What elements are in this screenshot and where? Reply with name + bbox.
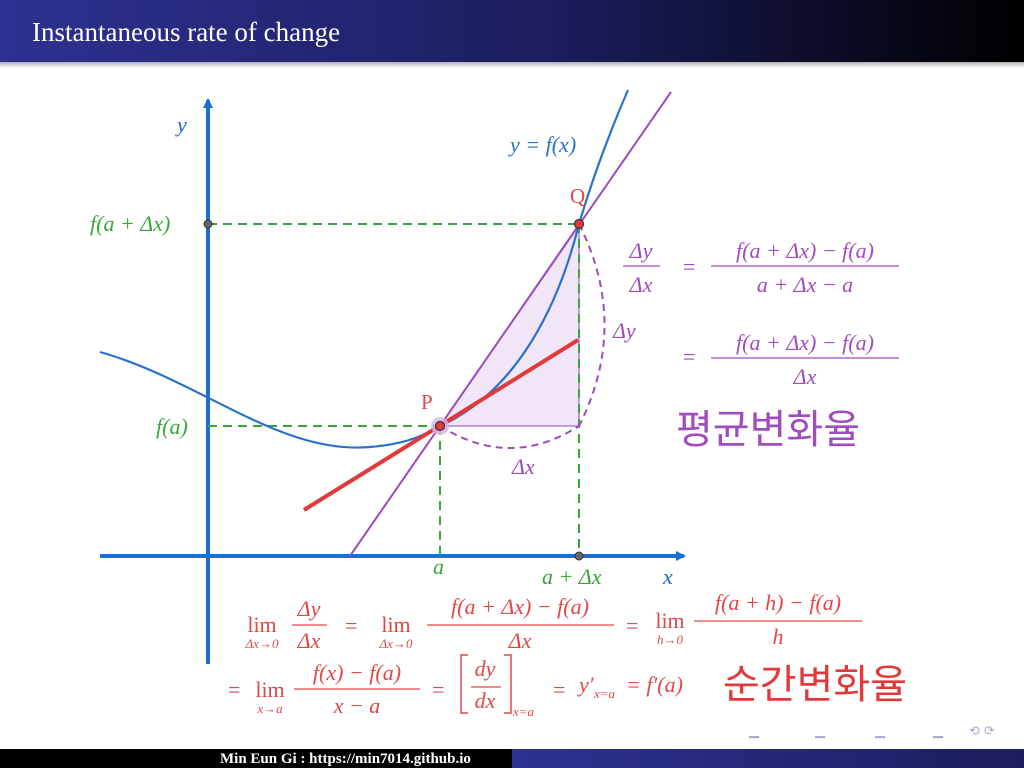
footer-author-text: Min Eun Gi : https://min7014.github.io bbox=[220, 751, 471, 767]
nav-section-icon[interactable]: ▁ bbox=[875, 724, 885, 739]
instant-rate-korean: 순간변화율 bbox=[723, 662, 907, 708]
f1-den: Δx bbox=[297, 628, 321, 653]
lim-4-sub: x→a bbox=[256, 701, 283, 716]
left-bracket bbox=[460, 654, 468, 714]
point-p bbox=[434, 420, 446, 432]
nav-search-icon[interactable]: ⟲ ⟳ bbox=[969, 724, 995, 739]
beamer-nav-symbols[interactable]: ▁ ▁ ▁ ▁ ⟲ ⟳ bbox=[745, 724, 1015, 742]
delta-y-arc bbox=[578, 223, 606, 427]
slide-title: Instantaneous rate of change bbox=[32, 17, 341, 47]
nav-frame-icon[interactable]: ▁ bbox=[749, 724, 759, 739]
delta-x-label: Δx bbox=[511, 454, 535, 479]
lim-4: lim bbox=[255, 677, 284, 702]
nav-subsection-icon[interactable]: ▁ bbox=[815, 724, 825, 739]
instant-rate-formula: lim Δx→0 Δy Δx = lim Δx→0 f(a + Δx) − f(… bbox=[228, 590, 862, 719]
avg-eq-1: = bbox=[683, 254, 695, 279]
avg-lhs-num: Δy bbox=[629, 238, 653, 263]
ylabel-fa: f(a) bbox=[156, 414, 188, 439]
title-shadow bbox=[0, 62, 1024, 68]
average-rate-formula: Δy Δx = f(a + Δx) − f(a) a + Δx − a = f(… bbox=[623, 238, 899, 389]
nav-doc-icon[interactable]: ▁ bbox=[933, 724, 943, 739]
f2-den: Δx bbox=[508, 628, 532, 653]
axis-point-fadx bbox=[203, 219, 213, 229]
y-prime: y′ bbox=[577, 672, 595, 697]
f5-den: dx bbox=[475, 688, 496, 713]
guide-lines bbox=[208, 223, 580, 556]
ylabel-fadx: f(a + Δx) bbox=[90, 211, 170, 236]
average-rate-korean: 평균변화율 bbox=[676, 407, 860, 453]
bracket-sub: x=a bbox=[512, 704, 535, 719]
avg-frac1-num: f(a + Δx) − f(a) bbox=[736, 238, 874, 263]
point-q-label: Q bbox=[570, 184, 585, 208]
f5-num: dy bbox=[475, 656, 496, 681]
axis-point-adx bbox=[574, 551, 584, 561]
footer-right-bar bbox=[512, 749, 1024, 768]
title-bar: Instantaneous rate of change bbox=[0, 0, 1024, 62]
avg-frac2-num: f(a + Δx) − f(a) bbox=[736, 330, 874, 355]
eq-r1-1: = bbox=[345, 613, 357, 638]
f4-den: x − a bbox=[333, 693, 381, 718]
f1-num: Δy bbox=[297, 596, 321, 621]
eq-r2-1: = bbox=[228, 677, 240, 702]
eq-r1-2: = bbox=[626, 613, 638, 638]
point-q bbox=[573, 218, 585, 230]
lim-3: lim bbox=[655, 608, 684, 633]
eq-r2-2: = bbox=[432, 677, 444, 702]
eq-r2-3: = bbox=[553, 677, 565, 702]
xlabel-a: a bbox=[433, 554, 444, 579]
f-prime: = f′(a) bbox=[626, 672, 683, 697]
f4-num: f(x) − f(a) bbox=[313, 660, 401, 685]
xlabel-adx: a + Δx bbox=[542, 564, 602, 589]
f3-num: f(a + h) − f(a) bbox=[715, 590, 841, 615]
lim-2: lim bbox=[381, 612, 410, 637]
f3-den: h bbox=[773, 624, 784, 649]
point-p-label: P bbox=[421, 390, 433, 414]
y-axis-label: y bbox=[175, 112, 187, 137]
avg-frac2-den: Δx bbox=[793, 364, 817, 389]
delta-y-label: Δy bbox=[612, 318, 636, 343]
avg-frac1-den: a + Δx − a bbox=[757, 272, 853, 297]
lim-1-sub: Δx→0 bbox=[245, 636, 279, 651]
lim-2-sub: Δx→0 bbox=[379, 636, 413, 651]
x-axis-label: x bbox=[662, 564, 673, 589]
avg-lhs-den: Δx bbox=[629, 272, 653, 297]
lim-3-sub: h→0 bbox=[657, 632, 684, 647]
avg-eq-2: = bbox=[683, 344, 695, 369]
right-bracket bbox=[504, 654, 512, 714]
delta-x-arc bbox=[439, 425, 580, 449]
y-prime-sub: x=a bbox=[593, 686, 616, 701]
f2-num: f(a + Δx) − f(a) bbox=[451, 594, 589, 619]
lim-1: lim bbox=[247, 612, 276, 637]
secant-line bbox=[349, 91, 672, 557]
curve-label: y = f(x) bbox=[508, 132, 576, 157]
footer-author: Min Eun Gi : https://min7014.github.io bbox=[0, 749, 512, 768]
